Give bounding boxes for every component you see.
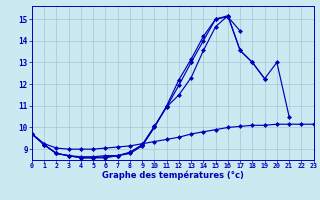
X-axis label: Graphe des températures (°c): Graphe des températures (°c) bbox=[102, 171, 244, 180]
